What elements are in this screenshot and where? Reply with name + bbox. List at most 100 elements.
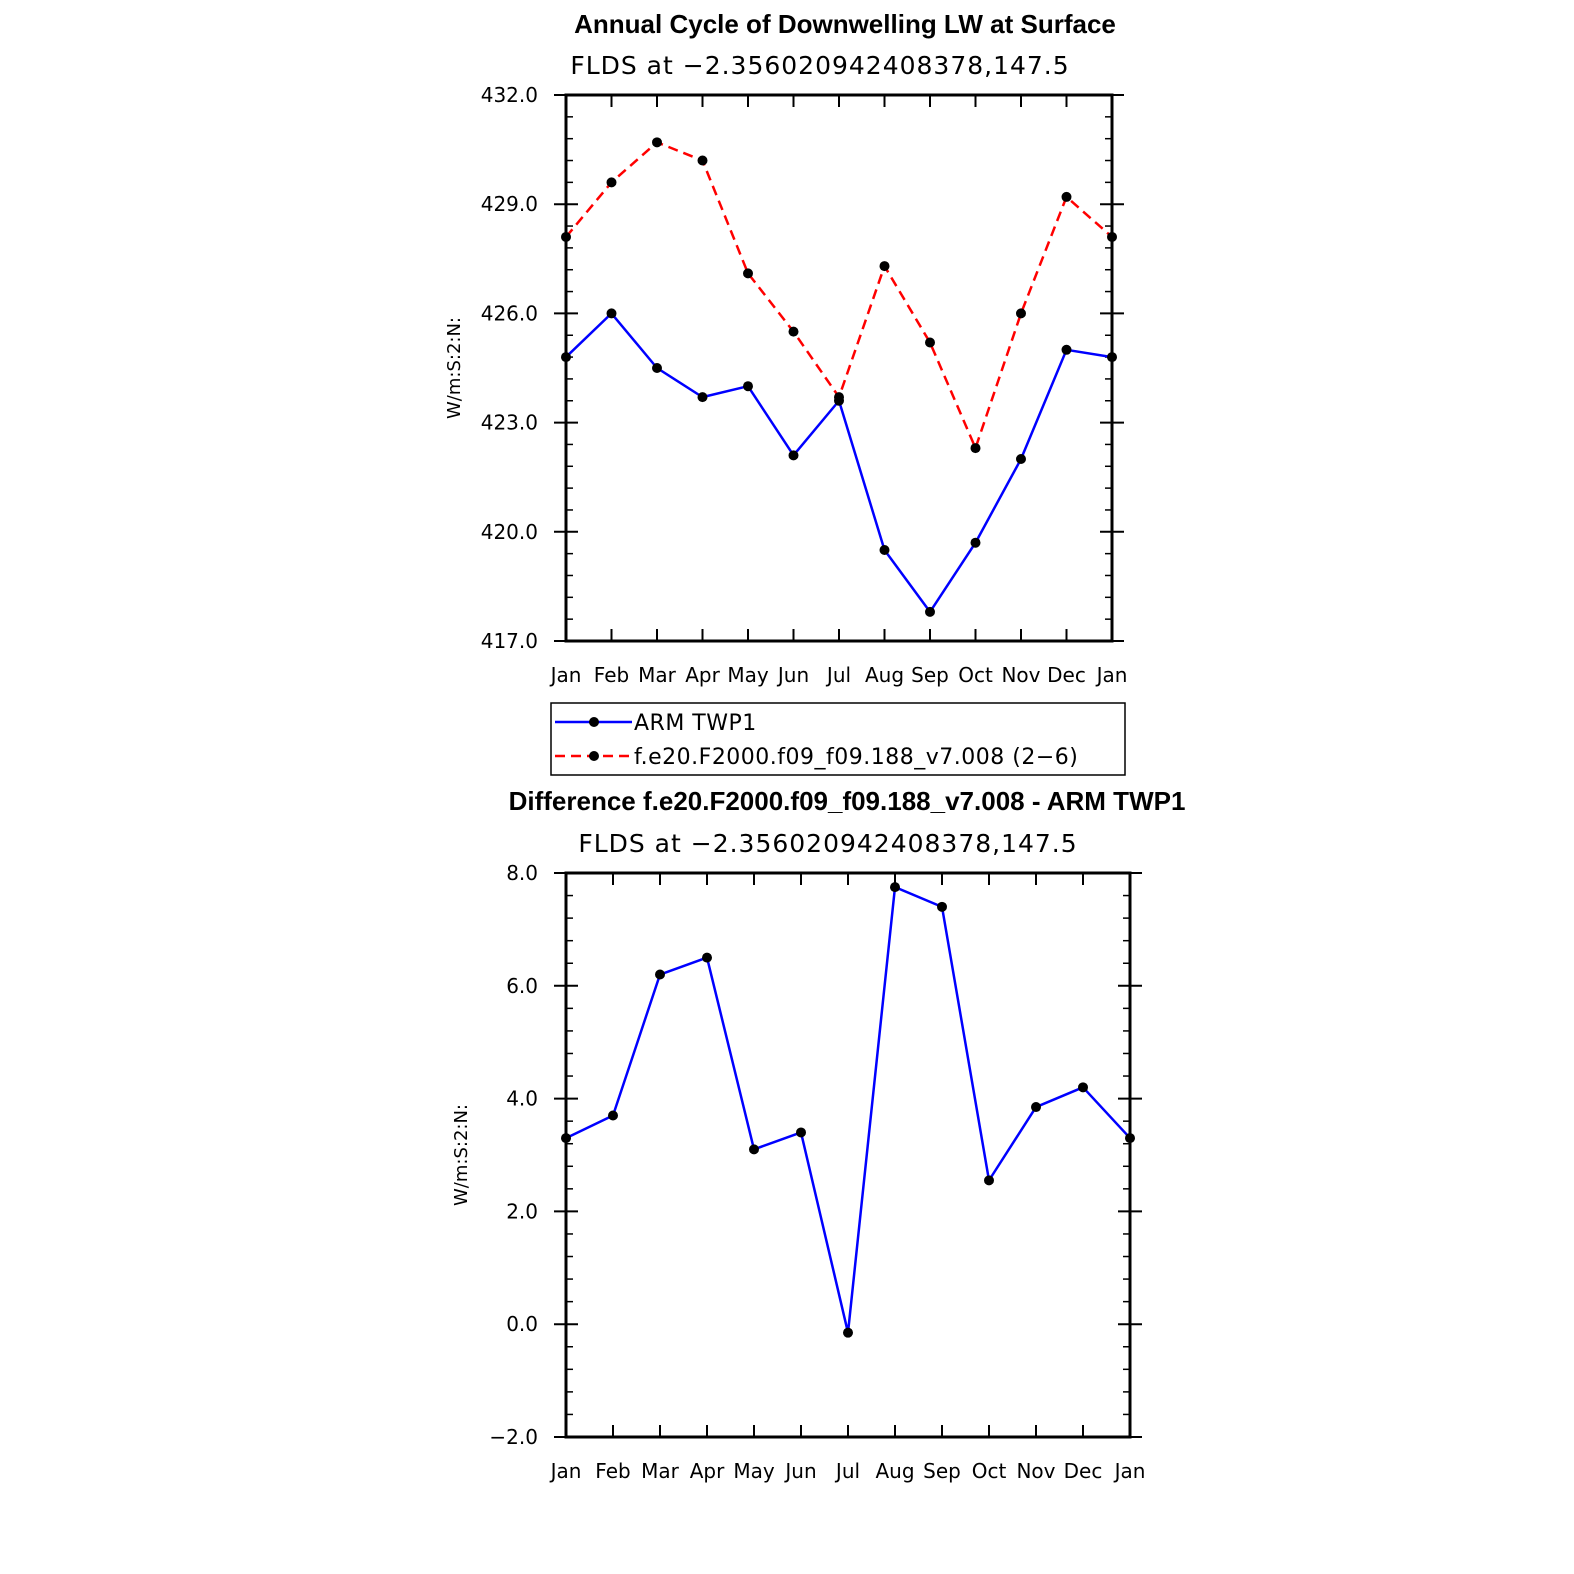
data-point (970, 443, 981, 454)
y-tick-label: 417.0 (481, 629, 538, 653)
data-point (652, 363, 662, 373)
x-tick-label: Oct (972, 1459, 1007, 1483)
data-point (925, 606, 935, 617)
x-tick-label: Jan (1095, 663, 1128, 687)
data-point (843, 1327, 853, 1338)
plot-area: Jan Feb Mar Apr May Jun Jul Aug Sep Oct Nov Dec Jan−… (489, 861, 1145, 1483)
y-tick-label: 2.0 (506, 1199, 538, 1223)
data-point (702, 952, 712, 963)
data-point (925, 337, 935, 348)
data-point (879, 261, 890, 272)
chart-title: Annual Cycle of Downwelling LW at Surfac… (574, 9, 1116, 39)
y-tick-label: 432.0 (481, 83, 538, 107)
data-point (834, 392, 844, 403)
legend-marker-arm-twp1 (589, 717, 599, 727)
x-tick-label: Jul (825, 663, 851, 687)
data-point (984, 1175, 994, 1186)
x-tick-label: Apr (685, 663, 720, 687)
legend-label-arm-twp1: ARM TWP1 (634, 711, 757, 736)
plot-frame (564, 871, 1132, 1439)
x-tick-label: May (727, 663, 769, 687)
y-axis-label: W/m:S:2:N: (444, 317, 465, 419)
data-point (561, 231, 571, 242)
data-point (743, 268, 753, 279)
y-tick-label: −2.0 (489, 1425, 538, 1449)
data-point (749, 1144, 759, 1155)
y-tick-label: 420.0 (481, 520, 538, 544)
x-tick-label: Sep (911, 663, 949, 687)
x-tick-label: Nov (1001, 663, 1040, 687)
y-tick-label: 429.0 (481, 192, 538, 216)
data-point (1107, 231, 1117, 242)
data-point (606, 177, 617, 188)
y-tick-label: 0.0 (506, 1312, 538, 1336)
x-tick-label: Mar (638, 663, 677, 687)
chart-subtitle: FLDS at −2.356020942408378,147.5 (570, 51, 1069, 80)
y-axis-label: W/m:S:2:N: (451, 1104, 472, 1206)
chart-subtitle: FLDS at −2.356020942408378,147.5 (578, 829, 1077, 858)
legend-marker-model (589, 751, 599, 761)
x-tick-label: Apr (690, 1459, 725, 1483)
x-tick-label: Feb (594, 663, 629, 687)
series-markers (561, 882, 1135, 1338)
data-point (937, 901, 947, 912)
data-point (561, 1133, 571, 1144)
x-tick-label: Dec (1047, 663, 1086, 687)
data-point (655, 969, 665, 980)
y-tick-label: 6.0 (506, 974, 538, 998)
data-point (1016, 308, 1026, 319)
data-point (561, 352, 571, 363)
x-tick-label: Mar (641, 1459, 680, 1483)
data-point (1107, 352, 1117, 363)
x-tick-label: Dec (1064, 1459, 1103, 1483)
legend: ARM TWP1 f.e20.F2000.f09_f09.188_v7.008 … (550, 702, 1126, 776)
y-tick-label: 4.0 (506, 1087, 538, 1111)
data-point (970, 537, 981, 548)
data-point (788, 450, 799, 461)
data-point (697, 392, 708, 403)
data-point (1031, 1102, 1041, 1113)
data-point (697, 155, 708, 166)
data-point (743, 381, 753, 392)
data-point (1125, 1133, 1135, 1144)
x-tick-label: May (733, 1459, 775, 1483)
data-point (606, 308, 617, 319)
chart-title: Difference f.e20.F2000.f09_f09.188_v7.00… (509, 786, 1186, 816)
x-tick-label: Jan (1113, 1459, 1146, 1483)
x-tick-label: Aug (875, 1459, 914, 1483)
difference-panel: Difference f.e20.F2000.f09_f09.188_v7.00… (451, 786, 1185, 1483)
plot-frame (564, 93, 1114, 643)
data-point (1061, 344, 1072, 355)
data-point (1078, 1082, 1088, 1093)
series-line-0 (565, 885, 1131, 1334)
x-tick-label: Sep (923, 1459, 961, 1483)
legend-label-model: f.e20.F2000.f09_f09.188_v7.008 (2−6) (634, 745, 1078, 770)
y-tick-label: 423.0 (481, 411, 538, 435)
data-point (1016, 454, 1026, 464)
annual-cycle-panel: Annual Cycle of Downwelling LW at Surfac… (444, 9, 1128, 776)
series-lines (565, 885, 1131, 1334)
data-point (652, 137, 662, 148)
x-tick-label: Jul (834, 1459, 860, 1483)
x-tick-label: Jan (549, 1459, 582, 1483)
x-tick-label: Jun (783, 1459, 816, 1483)
data-point (890, 882, 900, 893)
data-point (796, 1127, 806, 1138)
data-point (608, 1110, 618, 1121)
x-tick-label: Aug (865, 663, 904, 687)
data-point (879, 545, 890, 555)
series-lines (565, 141, 1113, 614)
x-tick-label: Oct (958, 663, 993, 687)
data-point (788, 326, 799, 337)
x-tick-label: Nov (1016, 1459, 1055, 1483)
series-markers (561, 137, 1117, 617)
series-line-0 (565, 312, 1113, 614)
x-tick-label: Feb (595, 1459, 630, 1483)
y-tick-label: 8.0 (506, 861, 538, 885)
data-point (1061, 191, 1072, 202)
plot-area: Jan Feb Mar Apr May Jun Jul Aug Sep Oct Nov Dec Jan 4… (481, 83, 1128, 687)
x-tick-label: Jun (776, 663, 809, 687)
x-tick-label: Jan (549, 663, 582, 687)
y-tick-label: 426.0 (481, 301, 538, 325)
